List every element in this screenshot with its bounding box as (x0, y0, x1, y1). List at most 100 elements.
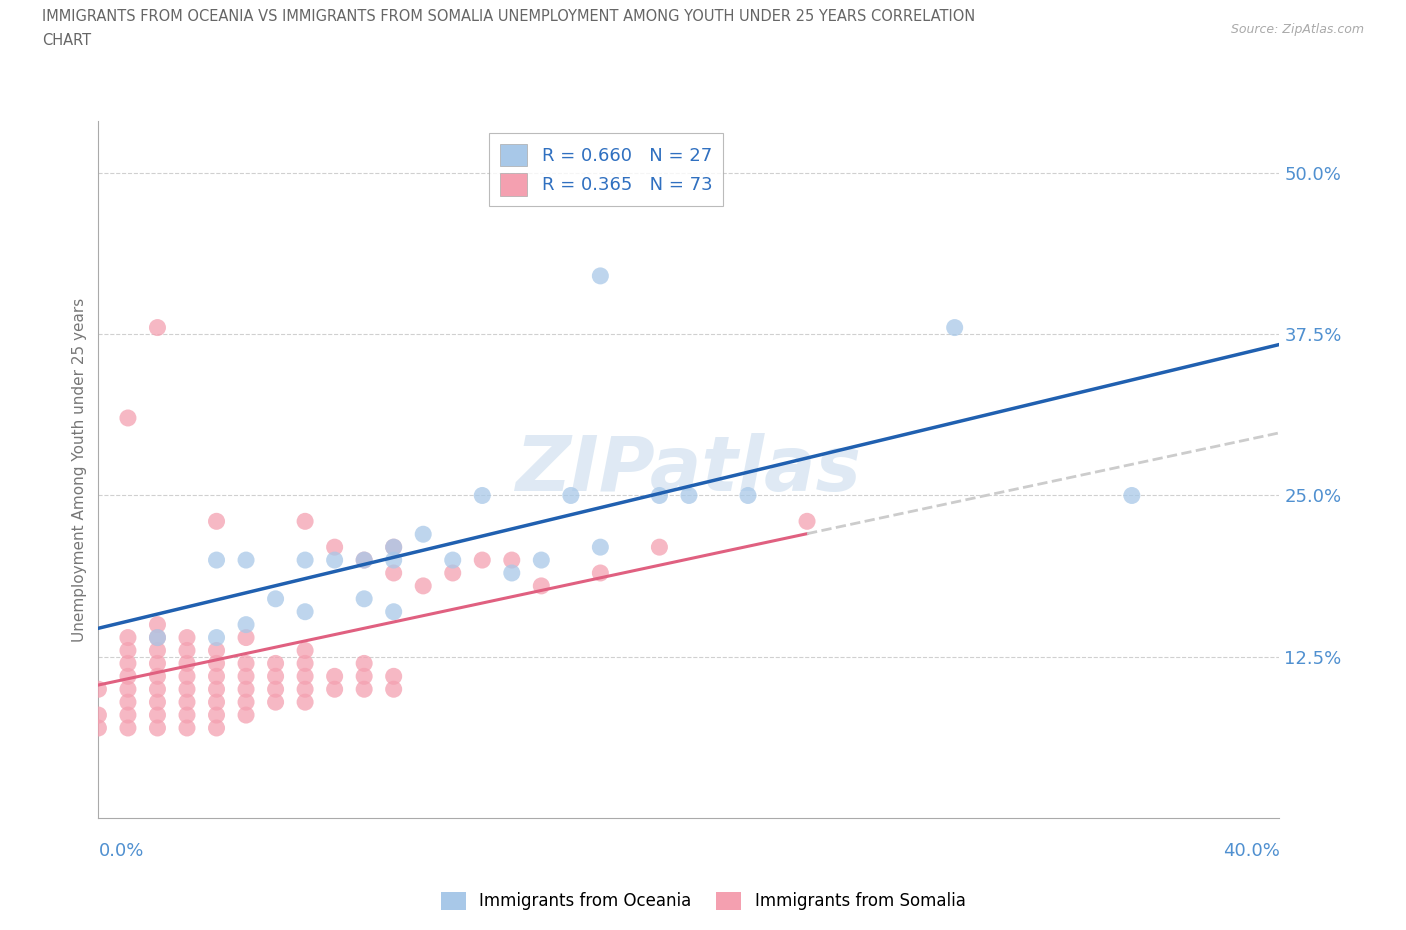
Point (530, 578, 553, 593)
Point (235, 669, 257, 684)
Point (264, 695, 287, 710)
Point (205, 631, 228, 645)
Point (146, 320, 169, 335)
Point (235, 618, 257, 632)
Point (117, 410, 139, 425)
Point (648, 488, 671, 503)
Point (796, 514, 818, 529)
Point (235, 708, 257, 723)
Point (264, 669, 287, 684)
Point (353, 552, 375, 567)
Point (294, 682, 316, 697)
Point (117, 643, 139, 658)
Text: CHART: CHART (42, 33, 91, 47)
Y-axis label: Unemployment Among Youth under 25 years: Unemployment Among Youth under 25 years (72, 298, 87, 642)
Point (589, 269, 612, 284)
Point (176, 721, 198, 736)
Point (117, 708, 139, 723)
Point (471, 488, 494, 503)
Point (294, 669, 316, 684)
Point (678, 488, 700, 503)
Point (146, 643, 169, 658)
Point (501, 552, 523, 567)
Point (560, 488, 582, 503)
Point (146, 618, 169, 632)
Point (117, 695, 139, 710)
Point (323, 669, 346, 684)
Point (589, 565, 612, 580)
Point (87, 682, 110, 697)
Point (205, 656, 228, 671)
Point (235, 656, 257, 671)
Point (382, 669, 405, 684)
Legend: Immigrants from Oceania, Immigrants from Somalia: Immigrants from Oceania, Immigrants from… (434, 885, 972, 917)
Point (146, 669, 169, 684)
Point (589, 539, 612, 554)
Point (353, 669, 375, 684)
Text: IMMIGRANTS FROM OCEANIA VS IMMIGRANTS FROM SOMALIA UNEMPLOYMENT AMONG YOUTH UNDE: IMMIGRANTS FROM OCEANIA VS IMMIGRANTS FR… (42, 9, 976, 24)
Point (205, 695, 228, 710)
Point (176, 708, 198, 723)
Point (176, 631, 198, 645)
Point (382, 682, 405, 697)
Point (943, 320, 966, 335)
Point (146, 695, 169, 710)
Point (323, 539, 346, 554)
Point (235, 631, 257, 645)
Point (146, 631, 169, 645)
Point (441, 552, 464, 567)
Legend: R = 0.660   N = 27, R = 0.365   N = 73: R = 0.660 N = 27, R = 0.365 N = 73 (489, 133, 723, 206)
Point (471, 552, 494, 567)
Point (205, 721, 228, 736)
Point (441, 565, 464, 580)
Point (264, 682, 287, 697)
Point (205, 708, 228, 723)
Point (294, 695, 316, 710)
Point (412, 526, 434, 541)
Point (353, 591, 375, 606)
Point (117, 656, 139, 671)
Point (382, 604, 405, 619)
Point (146, 708, 169, 723)
Point (235, 695, 257, 710)
Text: 40.0%: 40.0% (1223, 842, 1279, 860)
Point (235, 682, 257, 697)
Point (264, 591, 287, 606)
Point (205, 682, 228, 697)
Point (353, 656, 375, 671)
Point (382, 539, 405, 554)
Point (382, 565, 405, 580)
Point (1121, 488, 1143, 503)
Point (117, 669, 139, 684)
Point (176, 695, 198, 710)
Point (176, 682, 198, 697)
Point (323, 552, 346, 567)
Text: ZIPatlas: ZIPatlas (516, 432, 862, 507)
Point (117, 721, 139, 736)
Point (205, 643, 228, 658)
Point (87, 708, 110, 723)
Point (294, 604, 316, 619)
Point (501, 565, 523, 580)
Point (353, 682, 375, 697)
Point (353, 552, 375, 567)
Point (294, 552, 316, 567)
Point (294, 643, 316, 658)
Point (146, 631, 169, 645)
Point (323, 682, 346, 697)
Point (294, 514, 316, 529)
Point (117, 631, 139, 645)
Text: Source: ZipAtlas.com: Source: ZipAtlas.com (1230, 23, 1364, 36)
Point (87, 721, 110, 736)
Point (205, 514, 228, 529)
Point (382, 539, 405, 554)
Point (176, 669, 198, 684)
Point (648, 539, 671, 554)
Point (737, 488, 759, 503)
Point (117, 682, 139, 697)
Point (235, 552, 257, 567)
Point (176, 643, 198, 658)
Point (176, 656, 198, 671)
Point (412, 578, 434, 593)
Point (294, 656, 316, 671)
